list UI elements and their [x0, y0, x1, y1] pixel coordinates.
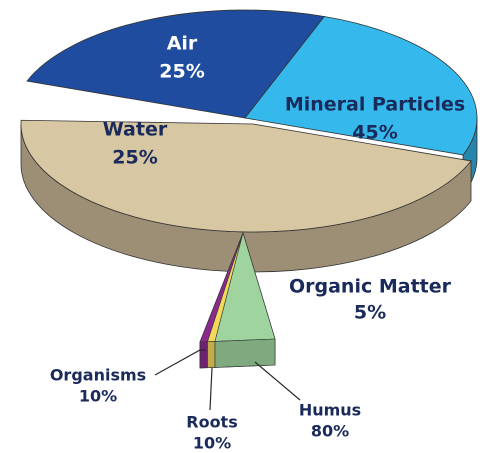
slice — [20, 119, 472, 233]
leader-lines — [154, 349, 301, 411]
slice-label: Organic Matter — [289, 276, 452, 298]
marks — [20, 9, 478, 369]
breakdown-label: Roots — [186, 413, 237, 432]
slice-value: 25% — [159, 61, 204, 83]
leader-line — [154, 349, 206, 376]
slice-value: 25% — [112, 147, 157, 169]
breakdown-side — [199, 341, 208, 369]
breakdown-value: 80% — [311, 422, 349, 441]
slice — [26, 9, 326, 119]
slice-value: 5% — [354, 302, 386, 324]
slice-label: Air — [167, 33, 198, 55]
breakdown-side — [207, 341, 216, 369]
breakdown-label: Humus — [299, 401, 361, 420]
breakdown-side — [214, 338, 276, 368]
slice — [244, 16, 478, 156]
breakdown-value: 10% — [79, 387, 117, 406]
slice-label: Water — [103, 119, 168, 141]
slice-value: 45% — [352, 122, 397, 144]
breakdown-value: 10% — [193, 434, 231, 453]
slice-label: Mineral Particles — [285, 94, 465, 116]
top-faces — [20, 9, 478, 233]
leader-line — [209, 367, 213, 411]
breakdown-label: Organisms — [50, 366, 146, 385]
leader-line — [254, 361, 301, 401]
